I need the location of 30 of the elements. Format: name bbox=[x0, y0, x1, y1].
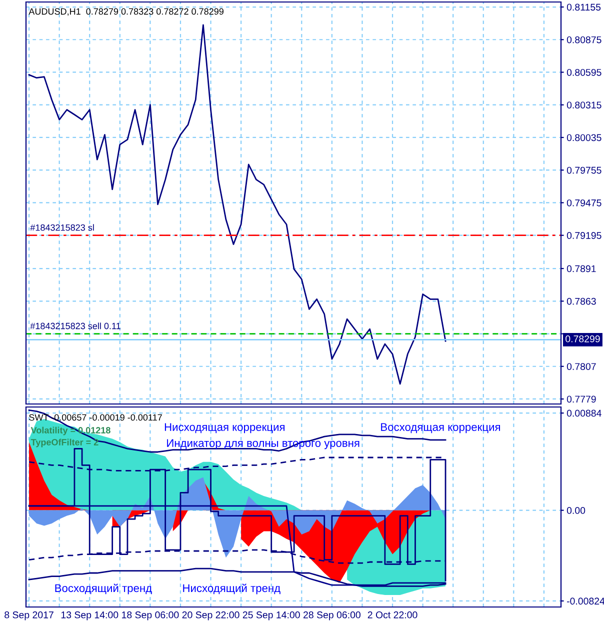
ref-line-label: #1843215823 sl bbox=[30, 224, 94, 231]
y-tick-label: 0.79195 bbox=[566, 232, 602, 239]
x-tick-label: 25 Sep 14:00 bbox=[242, 611, 300, 620]
y-tick-label: 0.80595 bbox=[566, 68, 602, 76]
x-tick-label: 2 Oct 22:00 bbox=[368, 611, 418, 618]
x-tick-label: 8 Sep 2017 bbox=[4, 611, 54, 620]
annotation: Нисходящий тренд bbox=[183, 584, 280, 594]
y-tick-label: 0.7779 bbox=[566, 396, 596, 403]
annotation: Нисходящая коррекция bbox=[164, 423, 284, 434]
y-tick-label: 0.7807 bbox=[566, 363, 596, 370]
y-tick-label: 0.80875 bbox=[566, 36, 602, 44]
y-tick-label: 0.00 bbox=[566, 507, 586, 514]
y-tick-label: 0.80035 bbox=[566, 134, 602, 142]
ref-line-label: 0.78299 bbox=[566, 335, 600, 342]
text: AUDUSD,H1 0.78279 0.78323 0.78272 0.78299 bbox=[28, 8, 224, 16]
ref-line-label: #1843215823 sell 0.11 bbox=[30, 322, 120, 330]
y-tick-label: 0.79475 bbox=[566, 199, 602, 206]
y-tick-label: 0.7891 bbox=[566, 265, 596, 272]
x-tick-label: 18 Sep 06:00 bbox=[122, 611, 179, 620]
y-tick-label: 0.80315 bbox=[566, 102, 602, 108]
y-tick-label: 0.81155 bbox=[566, 4, 601, 11]
text: SWT -0.00657 -0.00019 -0.00117 bbox=[29, 414, 162, 421]
annotation: Восходящий тренд bbox=[55, 584, 152, 594]
y-tick-label: 0.79755 bbox=[566, 166, 602, 174]
x-tick-label: 13 Sep 14:00 bbox=[61, 611, 118, 620]
y-tick-label: 0.00884 bbox=[566, 410, 602, 417]
y-tick-label: 0.7863 bbox=[566, 298, 596, 305]
x-tick-label: 20 Sep 22:00 bbox=[182, 611, 240, 620]
x-tick-label: 28 Sep 06:00 bbox=[304, 611, 360, 620]
annotation: Восходящая коррекция bbox=[381, 423, 500, 434]
